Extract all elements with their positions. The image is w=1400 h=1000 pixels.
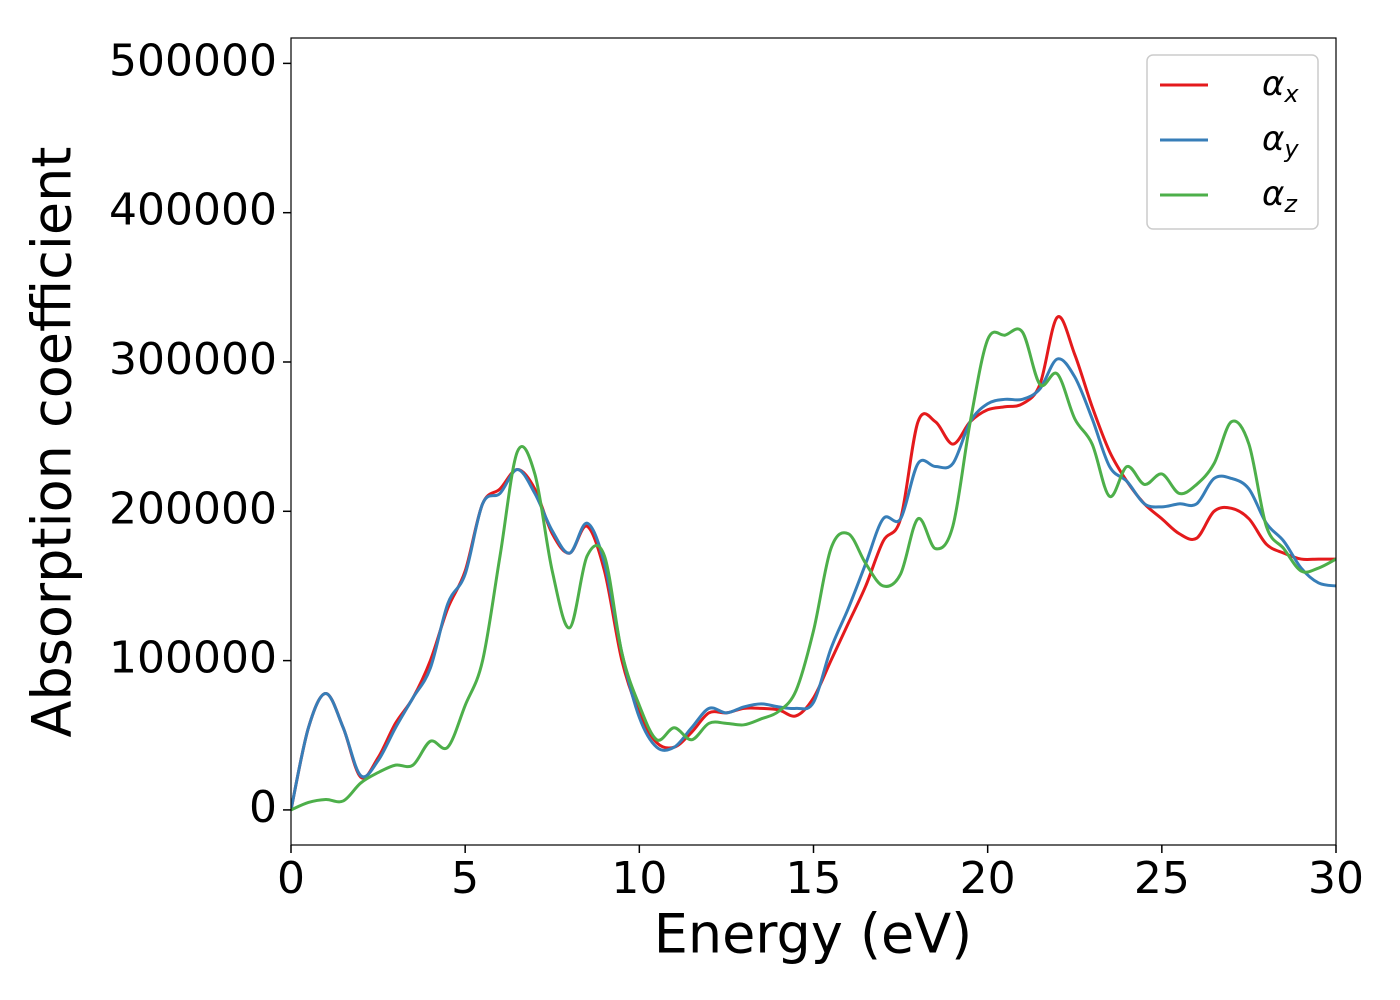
x-tick-label: 30 <box>1308 853 1364 904</box>
line <box>291 315 1336 811</box>
x-tick-label: 0 <box>277 853 305 904</box>
y-axis-label: Absorption coefficient <box>21 147 84 738</box>
y-tick-label: 0 <box>249 782 277 833</box>
legend-box <box>1146 54 1319 230</box>
x-axis-label: Energy (eV) <box>654 903 973 966</box>
plot-frame <box>290 37 1337 846</box>
x-tick-label: 20 <box>960 853 1016 904</box>
legend-symbol: α <box>1262 174 1284 214</box>
legend-subscript: x <box>1283 80 1299 108</box>
legend-subscript: y <box>1283 135 1299 163</box>
line <box>291 327 1336 812</box>
plot <box>291 315 1336 812</box>
line <box>291 357 1336 811</box>
legend-symbol: α <box>1262 64 1284 104</box>
x-tick-label: 5 <box>451 853 479 904</box>
y-tick-label: 400000 <box>109 185 277 236</box>
y-tick-label: 300000 <box>109 334 277 385</box>
x-tick-label: 10 <box>611 853 667 904</box>
legend-label: αx <box>1262 64 1299 109</box>
x-tick-label: 15 <box>786 853 842 904</box>
x-tick-label: 25 <box>1134 853 1190 904</box>
legend-label: αz <box>1262 174 1298 219</box>
y-tick-label: 500000 <box>109 35 277 86</box>
legend-subscript: z <box>1283 190 1298 218</box>
legend-label: αy <box>1262 119 1299 164</box>
y-tick-label: 100000 <box>109 633 277 684</box>
y-tick-label: 200000 <box>109 483 277 534</box>
legend-symbol: α <box>1262 119 1284 159</box>
